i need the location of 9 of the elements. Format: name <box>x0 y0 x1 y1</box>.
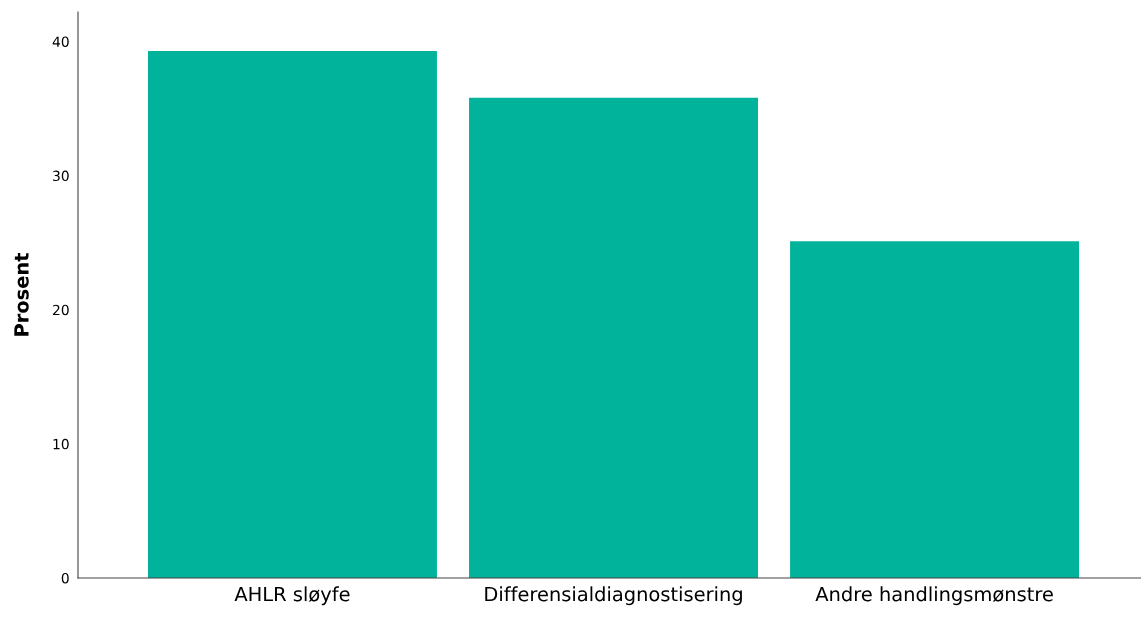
x-tick-label: Andre handlingsmønstre <box>815 586 1053 606</box>
y-tick-label: 20 <box>53 304 69 316</box>
y-tick-label: 30 <box>53 170 69 182</box>
x-tick-label: AHLR sløyfe <box>234 586 350 606</box>
y-tick-label: 0 <box>61 572 69 584</box>
y-tick-label: 40 <box>52 36 69 47</box>
y-axis-title: Prosent <box>14 252 29 336</box>
y-tick-label: 10 <box>53 438 69 450</box>
x-tick-label: Differensialdiagnostisering <box>485 586 742 606</box>
